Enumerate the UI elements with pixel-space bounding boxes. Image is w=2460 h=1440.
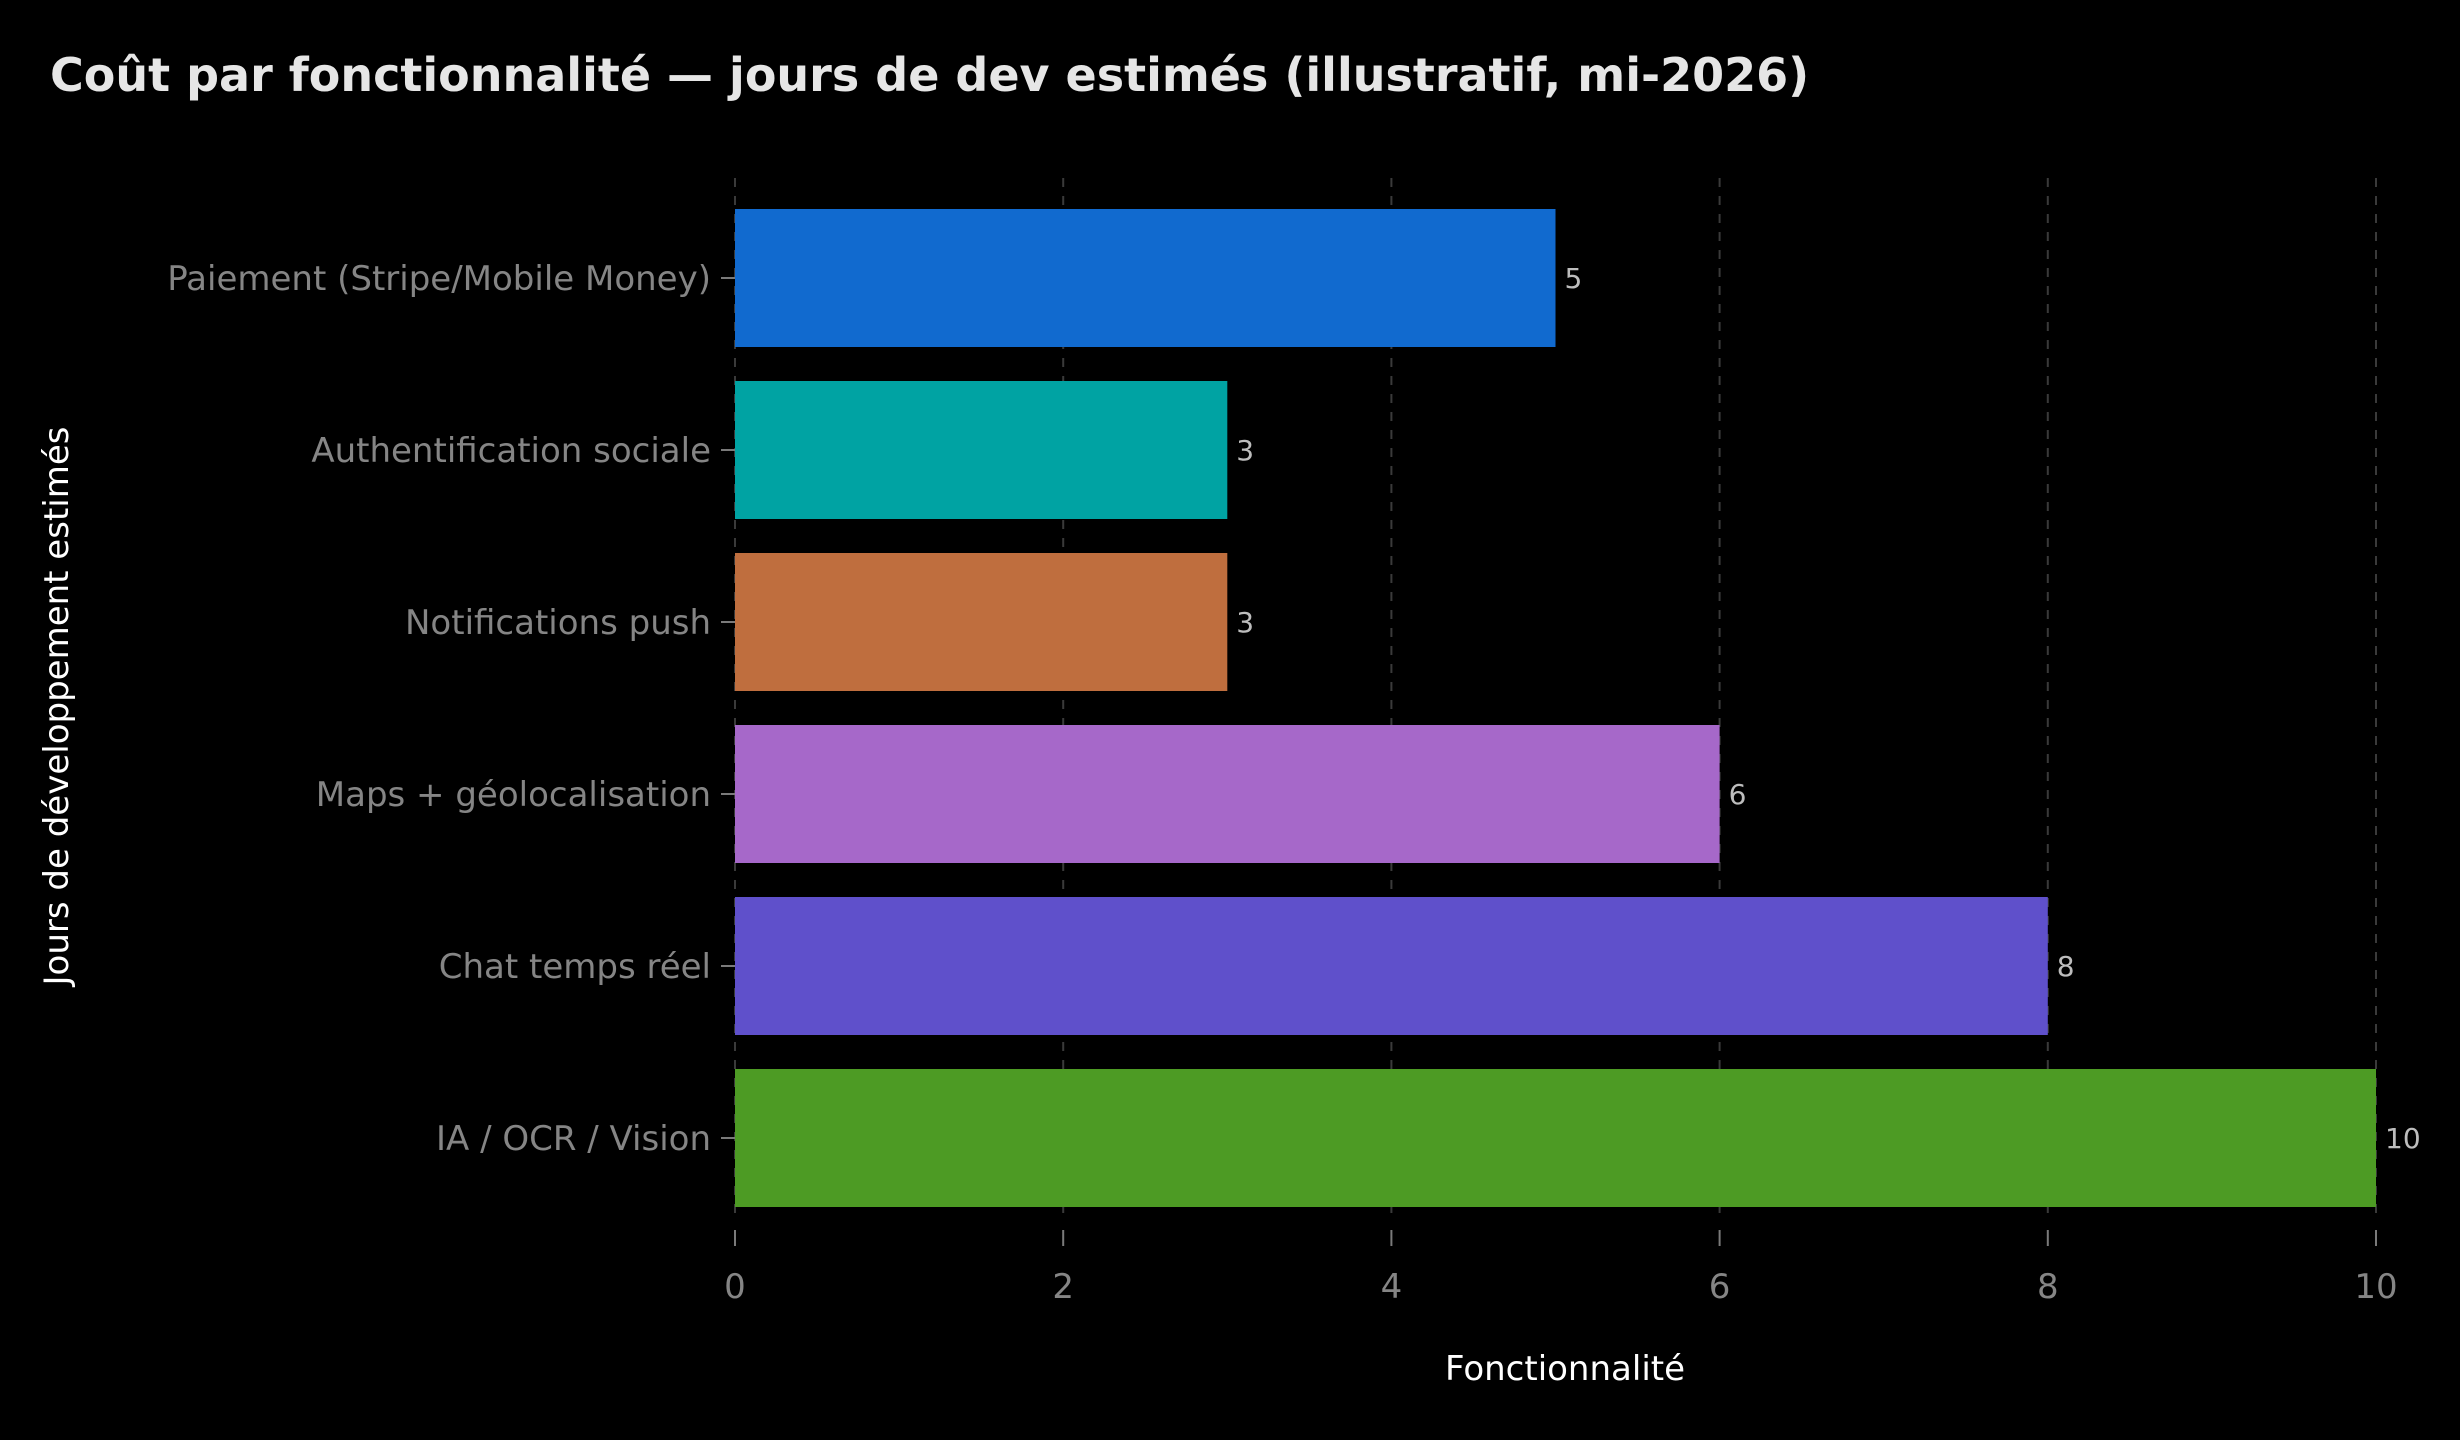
x-tick-label: 4 xyxy=(1381,1267,1403,1307)
y-tick-label: IA / OCR / Vision xyxy=(436,1119,711,1159)
bar-value-label: 10 xyxy=(2385,1122,2421,1155)
y-tick-label: Chat temps réel xyxy=(439,947,711,987)
x-tick-label: 8 xyxy=(2037,1267,2059,1307)
chart-title: Coût par fonctionnalité — jours de dev e… xyxy=(50,48,1810,102)
bar xyxy=(735,381,1228,519)
bar-value-label: 3 xyxy=(1236,606,1254,639)
bar-value-label: 8 xyxy=(2057,950,2075,983)
y-tick-label: Authentification sociale xyxy=(311,431,711,471)
x-tick-label: 10 xyxy=(2354,1267,2397,1307)
x-tick-label: 0 xyxy=(724,1267,746,1307)
x-axis-label: Fonctionnalité xyxy=(1445,1349,1685,1389)
bar xyxy=(735,725,1720,863)
bar-value-label: 3 xyxy=(1236,434,1254,467)
bar-value-label: 5 xyxy=(1565,262,1583,295)
bars xyxy=(735,209,2376,1207)
axis-ticks xyxy=(721,277,2377,1246)
value-labels: 5 3 3 6 8 10 xyxy=(1236,262,2420,1155)
x-tick-label: 6 xyxy=(1709,1267,1731,1307)
bar xyxy=(735,1069,2376,1207)
grid-lines xyxy=(734,178,2377,1222)
bar xyxy=(735,897,2048,1035)
bar xyxy=(735,553,1228,691)
bar-value-label: 6 xyxy=(1729,778,1747,811)
y-tick-label: Maps + géolocalisation xyxy=(316,775,711,815)
bar xyxy=(735,209,1556,347)
y-tick-label: Paiement (Stripe/Mobile Money) xyxy=(167,259,711,299)
y-axis-label: Jours de développement estimés xyxy=(37,427,77,988)
x-tick-label: 2 xyxy=(1052,1267,1074,1307)
y-tick-label: Notifications push xyxy=(405,603,711,643)
tick-labels: 0 2 4 6 8 10 Paiement (Stripe/Mobile Money) Aut… xyxy=(167,259,2397,1307)
